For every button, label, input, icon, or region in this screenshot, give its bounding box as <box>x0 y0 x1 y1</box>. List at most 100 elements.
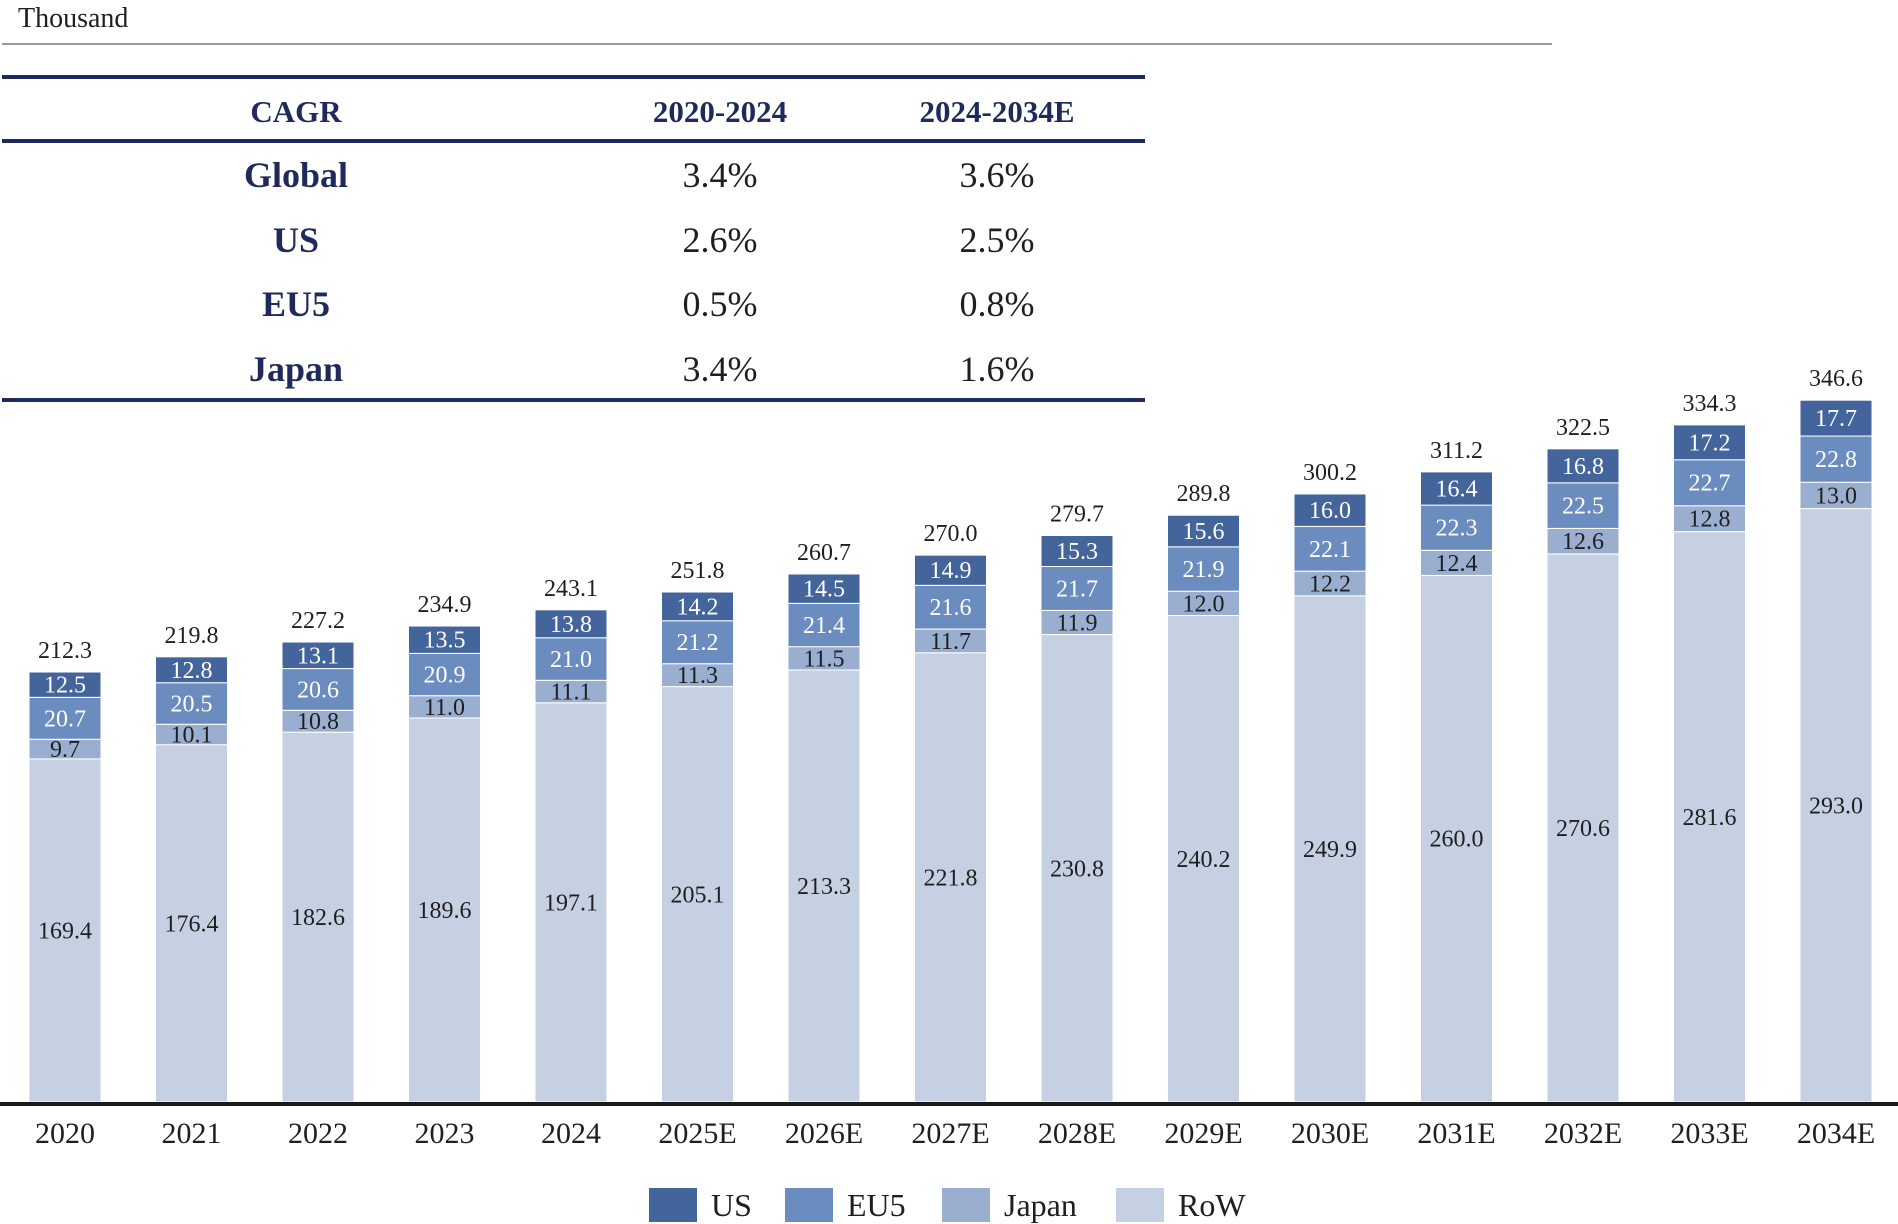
segment-value-label: 12.4 <box>1436 551 1478 577</box>
cagr-row-value: 3.4% <box>683 349 758 389</box>
bar-total-label: 219.8 <box>165 623 219 649</box>
cagr-table: CAGR 2020-2024 2024-2034E Global 3.4% 3.… <box>2 75 1145 402</box>
bar-segment-us <box>1293 493 1367 527</box>
bar-segment-japan <box>1799 481 1873 510</box>
segment-value-label: 281.6 <box>1683 805 1737 831</box>
bar-segment-eu5 <box>1293 525 1367 572</box>
segment-value-label: 176.4 <box>165 911 219 937</box>
segment-value-label: 205.1 <box>671 882 725 908</box>
bar-total-label: 260.7 <box>797 540 851 566</box>
bar-segment-us <box>1546 448 1620 484</box>
totals-group: 212.3 219.8 227.2 234.9 243.1 251.8 260.7 270.0… <box>38 366 1863 664</box>
bar-segment-row <box>408 717 481 1103</box>
unit-label: Thousand <box>18 3 128 34</box>
x-tick-label: 2025E <box>658 1117 736 1150</box>
x-tick-label: 2028E <box>1038 1117 1116 1150</box>
cagr-row-label: US <box>273 220 319 260</box>
segment-value-label: 12.8 <box>171 658 213 684</box>
bar-segment-us <box>534 609 608 639</box>
segment-value-label: 14.5 <box>803 577 845 603</box>
segment-value-label: 221.8 <box>924 865 978 891</box>
bar-segment-row <box>1546 553 1620 1103</box>
segment-value-label: 182.6 <box>291 905 345 931</box>
cagr-row-value: 2.6% <box>683 220 758 260</box>
bar-segment-eu5 <box>1546 482 1620 529</box>
bar-total-label: 300.2 <box>1303 460 1357 486</box>
segment-value-label: 10.1 <box>171 722 213 748</box>
segment-value-label: 12.6 <box>1562 529 1604 555</box>
bar-segment-row <box>1420 574 1493 1103</box>
segment-value-label: 21.0 <box>550 647 592 673</box>
segment-value-label: 270.6 <box>1556 816 1610 842</box>
legend-label-eu5: EU5 <box>847 1187 906 1223</box>
cagr-header-label: CAGR <box>250 94 342 129</box>
segment-value-label: 16.0 <box>1309 498 1351 524</box>
segment-value-label: 11.3 <box>677 663 718 689</box>
bar-segment-us <box>914 554 987 586</box>
segment-value-label: 16.8 <box>1562 454 1604 480</box>
bar-segment-eu5 <box>661 620 734 665</box>
x-axis-ticks: 2020 2021 2022 2023 2024 2025E 2026E 2027E 2028E… <box>35 1117 1875 1150</box>
segment-value-label: 9.7 <box>50 737 80 763</box>
bar-segment-row <box>1040 634 1114 1103</box>
legend-swatch-japan <box>942 1188 990 1222</box>
cagr-row-value: 0.5% <box>683 284 758 324</box>
segment-value-label: 13.1 <box>297 643 339 669</box>
cagr-header-period-1: 2020-2024 <box>653 94 787 129</box>
bar-segment-japan <box>1293 570 1367 597</box>
segment-value-label: 13.5 <box>424 628 466 654</box>
bar-total-label: 243.1 <box>544 576 598 602</box>
bar-segment-row <box>1799 508 1873 1103</box>
x-tick-label: 2020 <box>35 1117 95 1150</box>
x-tick-label: 2034E <box>1797 1117 1875 1150</box>
segment-value-label: 240.2 <box>1177 847 1231 873</box>
cagr-row-value: 3.4% <box>683 155 758 195</box>
bar-segment-us <box>1167 514 1240 548</box>
cagr-row-label: Japan <box>249 349 343 389</box>
bar-segment-row <box>661 686 734 1103</box>
bar-segment-us <box>408 625 481 654</box>
segment-value-label: 11.1 <box>550 680 591 706</box>
bar-segment-eu5 <box>1420 504 1493 551</box>
bar-segment-japan <box>1673 505 1746 533</box>
segment-value-label: 12.0 <box>1183 591 1225 617</box>
bar-segment-us <box>1420 471 1493 506</box>
segment-value-label: 13.0 <box>1815 483 1857 509</box>
bar-segment-eu5 <box>1167 546 1240 592</box>
segment-value-label: 249.9 <box>1303 837 1357 863</box>
segment-value-label: 17.7 <box>1815 406 1857 432</box>
segment-value-label: 21.4 <box>803 613 845 639</box>
bar-total-label: 212.3 <box>38 638 92 664</box>
segment-value-label: 293.0 <box>1809 793 1863 819</box>
segment-value-label: 13.8 <box>550 612 592 638</box>
x-tick-label: 2032E <box>1544 1117 1622 1150</box>
segment-value-label: 213.3 <box>797 874 851 900</box>
bar-segment-us <box>1799 399 1873 437</box>
bar-total-label: 322.5 <box>1556 415 1610 441</box>
bar-segment-eu5 <box>534 637 608 681</box>
segment-value-label: 12.5 <box>44 673 86 699</box>
bar-segment-us <box>1673 424 1746 461</box>
bar-total-label: 227.2 <box>291 608 345 634</box>
bar-segment-eu5 <box>787 602 861 648</box>
x-tick-label: 2027E <box>911 1117 989 1150</box>
segment-value-label: 16.4 <box>1436 477 1478 503</box>
x-tick-label: 2022 <box>288 1117 348 1150</box>
bar-segment-row <box>787 669 861 1103</box>
legend-swatch-eu5 <box>785 1188 833 1222</box>
bar-segment-row <box>1673 531 1746 1103</box>
bar-segment-eu5 <box>155 682 228 725</box>
bar-segment-row <box>914 652 987 1103</box>
bar-total-label: 279.7 <box>1050 502 1104 528</box>
bar-segment-eu5 <box>914 584 987 630</box>
cagr-row-label: Global <box>244 155 348 195</box>
legend: US EU5 Japan RoW <box>649 1187 1246 1223</box>
x-tick-label: 2021 <box>162 1117 222 1150</box>
bar-segment-us <box>1040 535 1114 567</box>
segment-value-label: 169.4 <box>38 918 92 944</box>
segment-value-label: 20.9 <box>424 663 466 689</box>
bar-segment-eu5 <box>281 668 355 711</box>
legend-swatch-row <box>1116 1188 1164 1222</box>
segment-value-label: 17.2 <box>1689 430 1731 456</box>
